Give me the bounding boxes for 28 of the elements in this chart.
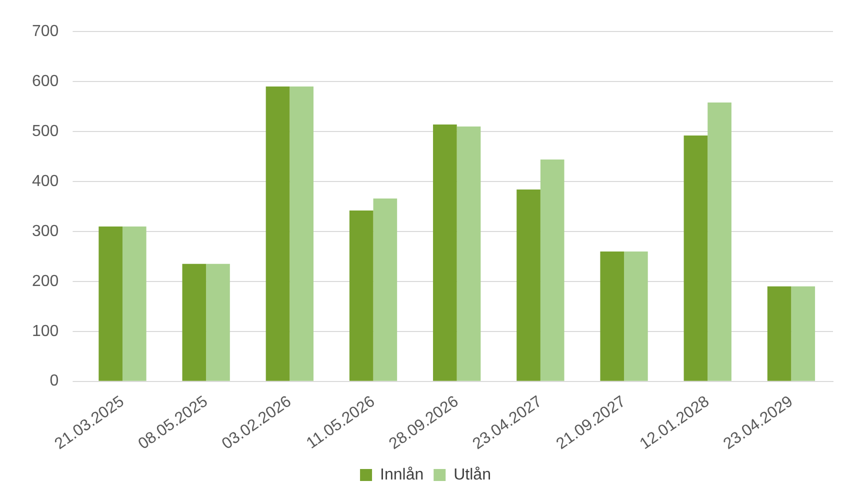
bar <box>206 264 230 381</box>
y-tick-label: 100 <box>32 322 59 340</box>
bar <box>122 226 146 381</box>
bar <box>767 286 792 381</box>
bar <box>600 251 624 381</box>
y-tick-label: 0 <box>50 372 59 390</box>
bar <box>540 160 564 381</box>
bar <box>182 264 206 381</box>
y-tick-label: 300 <box>32 222 59 240</box>
legend-label: Utlån <box>454 466 491 484</box>
y-tick-label: 600 <box>32 72 59 90</box>
bar <box>624 251 648 381</box>
legend-label: Innlån <box>380 466 424 484</box>
bar <box>266 86 290 381</box>
bar <box>290 86 314 381</box>
y-tick-label: 500 <box>32 122 59 140</box>
bar <box>791 286 816 381</box>
bar <box>373 198 398 381</box>
y-tick-label: 200 <box>32 272 59 290</box>
bar <box>349 210 374 381</box>
bar <box>456 126 481 381</box>
bar <box>516 189 540 381</box>
y-tick-label: 700 <box>32 23 59 40</box>
bar <box>98 226 122 381</box>
bar <box>708 102 732 381</box>
bar <box>684 136 708 381</box>
bar <box>433 124 457 381</box>
y-tick-label: 400 <box>32 172 59 190</box>
